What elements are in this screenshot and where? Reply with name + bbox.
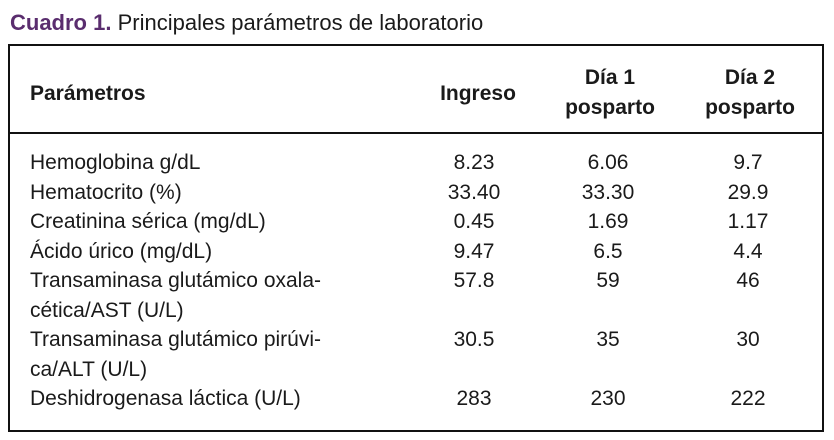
table-row: Transaminasa glutámico pirúvi- ca/ALT (U… xyxy=(10,325,822,384)
row-value-dia-1: 33.30 xyxy=(581,180,635,204)
row-value-dia-2: 9.7 xyxy=(733,151,763,174)
header-parameters: Parámetros xyxy=(30,82,146,105)
row-parameter: Hemoglobina g/dL xyxy=(30,151,201,174)
row-value-dia-1: 6.06 xyxy=(587,151,629,174)
header-dia-1: Día 1 posparto xyxy=(565,66,655,119)
caption-label: Cuadro 1. xyxy=(10,10,112,35)
row-value-ingreso: 8.23 xyxy=(453,151,495,174)
table-row: Hematocrito (%) 33.40 33.30 29.9 xyxy=(10,178,822,208)
row-value-dia-2: 4.4 xyxy=(733,239,763,263)
row-value-dia-2: 46 xyxy=(736,269,760,292)
row-value-ingreso: 9.47 xyxy=(453,239,495,263)
header-divider xyxy=(10,132,822,134)
row-parameter: Ácido úrico (mg/dL) xyxy=(30,239,213,263)
header-ingreso: Ingreso xyxy=(440,82,516,105)
row-parameter: Transaminasa glutámico pirúvi- ca/ALT (U… xyxy=(30,328,321,381)
row-parameter: Hematocrito (%) xyxy=(30,180,182,204)
row-value-dia-2: 30 xyxy=(736,328,760,351)
row-value-dia-1: 1.69 xyxy=(587,210,629,233)
row-value-ingreso: 30.5 xyxy=(453,328,495,351)
lab-parameters-table: Parámetros Ingreso Día 1 posparto Día 2 … xyxy=(8,44,824,432)
caption-title: Principales parámetros de laboratorio xyxy=(117,10,484,35)
header-dia-2: Día 2 posparto xyxy=(705,66,795,119)
row-value-ingreso: 0.45 xyxy=(453,210,495,233)
row-value-dia-2: 1.17 xyxy=(727,210,769,233)
table-caption: Cuadro 1. Principales parámetros de labo… xyxy=(10,8,483,38)
row-value-dia-2: 29.9 xyxy=(727,180,769,204)
row-parameter: Creatinina sérica (mg/dL) xyxy=(30,210,266,233)
row-parameter: Transaminasa glutámico oxala- cética/AST… xyxy=(30,269,322,322)
table-row: Deshidrogenasa láctica (U/L) 283 230 222 xyxy=(10,384,822,414)
row-value-dia-2: 222 xyxy=(730,387,766,410)
row-value-ingreso: 283 xyxy=(456,387,492,410)
row-value-dia-1: 6.5 xyxy=(593,239,623,263)
row-parameter: Deshidrogenasa láctica (U/L) xyxy=(30,387,301,410)
table-row: Ácido úrico (mg/dL) 9.47 6.5 4.4 xyxy=(10,237,822,267)
row-value-ingreso: 33.40 xyxy=(447,180,501,204)
table-row: Creatinina sérica (mg/dL) 0.45 1.69 1.17 xyxy=(10,207,822,237)
table-row: Transaminasa glutámico oxala- cética/AST… xyxy=(10,266,822,325)
row-value-dia-1: 35 xyxy=(596,328,620,351)
table-row: Hemoglobina g/dL 8.23 6.06 9.7 xyxy=(10,148,822,178)
row-value-dia-1: 59 xyxy=(596,269,620,292)
row-value-dia-1: 230 xyxy=(590,387,626,410)
row-value-ingreso: 57.8 xyxy=(453,269,495,292)
table-body: Hemoglobina g/dL 8.23 6.06 9.7 Hematocri… xyxy=(10,148,822,414)
